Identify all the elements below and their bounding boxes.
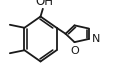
Text: OH: OH (35, 0, 53, 8)
Text: O: O (70, 46, 79, 56)
Text: N: N (91, 34, 100, 44)
